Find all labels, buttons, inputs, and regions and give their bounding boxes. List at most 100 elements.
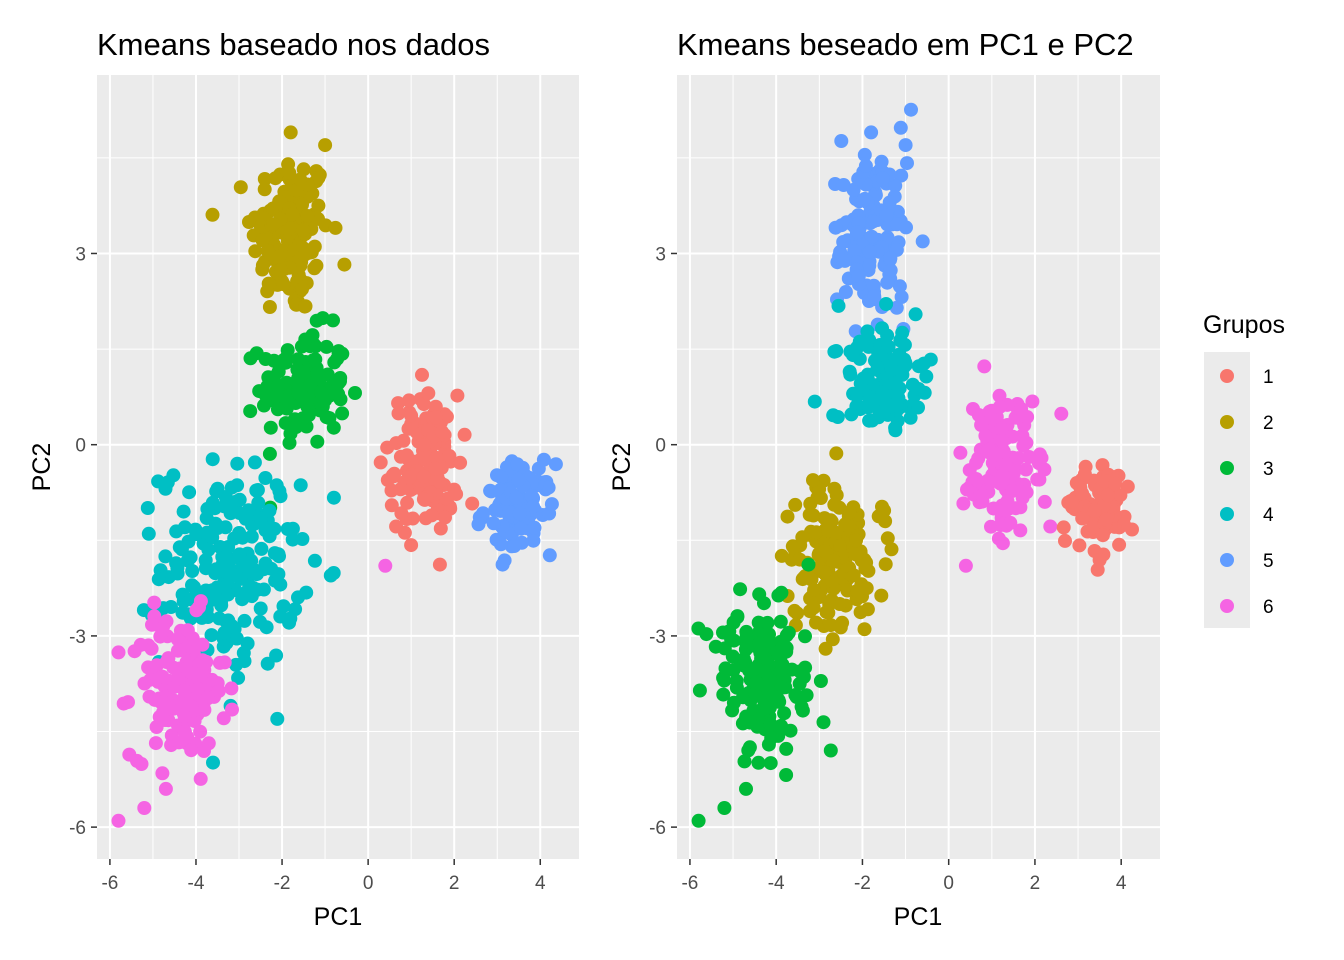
data-point-group-6 — [1020, 410, 1035, 424]
data-point-group-1 — [1058, 533, 1072, 548]
data-point-group-3 — [813, 674, 828, 688]
legend-title: Grupos — [1203, 311, 1285, 339]
data-point-group-2 — [819, 605, 834, 620]
data-point-group-4 — [262, 529, 277, 544]
data-point-group-4 — [232, 506, 247, 521]
data-point-group-3 — [763, 756, 778, 771]
data-point-group-4 — [285, 521, 300, 536]
data-point-group-6 — [137, 801, 152, 815]
x-tick-label: 0 — [943, 873, 954, 894]
data-point-group-5 — [836, 235, 851, 249]
data-point-group-4 — [283, 611, 298, 626]
data-point-group-2 — [813, 491, 828, 505]
data-point-group-6 — [127, 644, 142, 659]
data-point-group-4 — [853, 376, 868, 391]
data-point-group-4 — [254, 541, 269, 556]
data-point-group-1 — [1065, 494, 1080, 509]
data-point-group-6 — [1032, 472, 1047, 487]
data-point-group-5 — [509, 490, 524, 505]
data-point-group-5 — [541, 480, 556, 495]
data-point-group-4 — [831, 298, 846, 313]
data-point-group-2 — [276, 277, 291, 292]
data-point-group-1 — [432, 557, 447, 572]
data-point-group-2 — [806, 508, 821, 523]
legend-key-background — [1204, 352, 1250, 628]
data-point-group-6 — [1013, 523, 1028, 538]
data-point-group-4 — [326, 490, 341, 505]
data-point-group-2 — [268, 171, 283, 186]
data-point-group-3 — [774, 585, 789, 600]
legend-label-6: 6 — [1263, 597, 1274, 618]
y-tick-label: -3 — [649, 627, 666, 648]
data-point-group-2 — [296, 223, 311, 238]
data-point-group-1 — [1087, 504, 1102, 518]
data-point-group-4 — [205, 495, 220, 510]
data-point-group-2 — [795, 530, 810, 545]
data-point-group-1 — [465, 496, 480, 511]
data-point-group-4 — [862, 333, 877, 347]
data-point-group-5 — [542, 548, 557, 563]
data-point-group-1 — [418, 448, 432, 463]
data-point-group-1 — [427, 471, 442, 486]
data-point-group-3 — [726, 633, 741, 648]
data-point-group-1 — [396, 433, 411, 448]
data-point-group-4 — [253, 601, 268, 616]
x-tick-label: 2 — [1030, 873, 1041, 894]
data-point-group-3 — [726, 695, 741, 710]
data-point-group-3 — [737, 754, 752, 769]
data-point-group-6 — [1003, 515, 1018, 530]
data-point-group-4 — [307, 553, 322, 568]
data-point-group-2 — [262, 300, 277, 314]
data-point-group-5 — [526, 499, 541, 514]
data-point-group-5 — [864, 125, 879, 140]
data-point-group-5 — [888, 178, 903, 193]
data-point-group-3 — [816, 715, 831, 730]
data-point-group-6 — [159, 655, 174, 669]
data-point-group-6 — [155, 766, 170, 781]
y-axis-title: PC2 — [28, 443, 56, 492]
data-point-group-3 — [348, 386, 362, 400]
data-point-group-1 — [1117, 517, 1132, 532]
data-point-group-2 — [297, 247, 312, 262]
data-point-group-5 — [486, 516, 501, 531]
data-point-group-1 — [1077, 467, 1092, 482]
data-point-group-2 — [293, 172, 308, 187]
data-point-group-4 — [911, 382, 926, 396]
data-point-group-6 — [193, 594, 208, 609]
data-point-group-3 — [271, 378, 285, 393]
data-point-group-6 — [177, 724, 192, 739]
data-point-group-5 — [548, 457, 563, 472]
data-point-group-3 — [319, 339, 334, 354]
data-point-group-2 — [298, 299, 313, 314]
data-point-group-4 — [182, 485, 197, 500]
data-point-group-4 — [844, 407, 859, 422]
data-point-group-2 — [283, 125, 298, 140]
data-point-group-5 — [856, 193, 871, 208]
data-point-group-6 — [147, 692, 162, 707]
data-point-group-3 — [301, 408, 316, 423]
data-point-group-5 — [511, 472, 526, 487]
data-point-group-4 — [158, 481, 173, 496]
data-point-group-2 — [877, 503, 892, 518]
data-point-group-3 — [760, 615, 775, 630]
data-point-group-5 — [867, 289, 882, 304]
data-point-group-3 — [749, 675, 764, 690]
data-point-group-3 — [270, 402, 285, 417]
data-point-group-3 — [793, 664, 807, 679]
data-point-group-4 — [224, 567, 239, 582]
data-point-group-3 — [763, 717, 778, 731]
data-point-group-2 — [285, 207, 300, 222]
legend-key-4 — [1220, 507, 1234, 521]
data-point-group-2 — [261, 276, 276, 291]
data-point-group-4 — [235, 592, 250, 607]
data-point-group-2 — [274, 262, 288, 277]
data-point-group-3 — [764, 731, 779, 745]
data-point-group-5 — [900, 156, 914, 171]
data-point-group-4 — [158, 549, 173, 564]
data-point-group-4 — [267, 546, 282, 561]
data-point-group-5 — [864, 229, 879, 244]
data-point-group-5 — [536, 452, 551, 467]
data-point-group-1 — [391, 396, 406, 411]
data-point-group-2 — [827, 497, 842, 512]
